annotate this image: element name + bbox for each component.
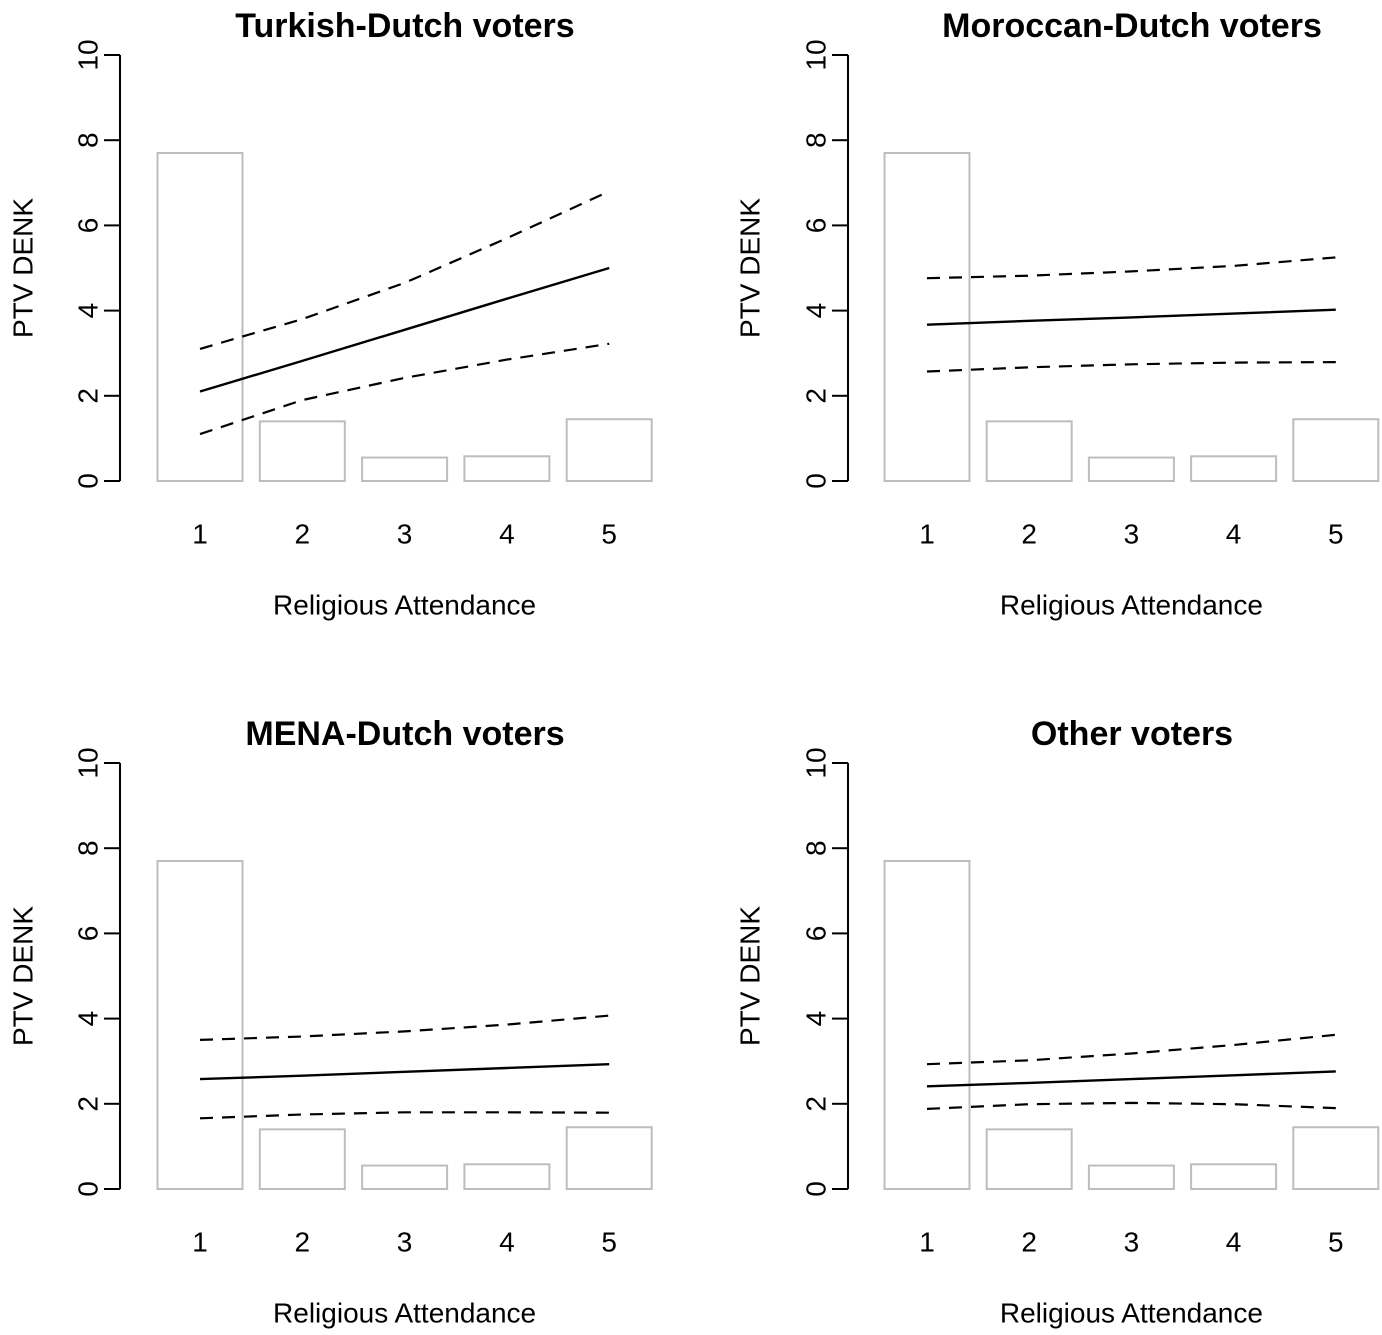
x-tick-label: 4 [1226,518,1242,549]
x-tick-label: 2 [295,1226,311,1257]
distribution-bar [1190,455,1278,482]
y-tick-label: 4 [800,1011,831,1027]
y-tick-label: 2 [72,388,103,404]
y-tick-label: 6 [72,926,103,942]
distribution-bar [1190,1163,1278,1190]
x-tick-label: 4 [1226,1226,1242,1257]
panel-title: Other voters [1031,715,1233,753]
upper-ci-line [199,1014,610,1041]
panel-title: MENA-Dutch voters [245,715,564,753]
distribution-bar [361,456,449,483]
estimate-line [926,308,1336,326]
x-axis-label: Religious Attendance [1000,1297,1263,1328]
x-tick-label: 5 [601,1226,617,1257]
y-tick-label: 4 [72,1011,103,1027]
x-tick-label: 2 [295,518,311,549]
lower-ci-line [199,1111,610,1120]
y-axis-label: PTV DENK [734,198,765,338]
x-tick-label: 3 [1124,1226,1140,1257]
x-tick-label: 5 [601,518,617,549]
distribution-bar [1087,1164,1175,1190]
lower-ci-line [926,1101,1336,1110]
x-axis-label: Religious Attendance [273,589,536,620]
y-tick-label: 10 [72,747,103,778]
y-axis-label: PTV DENK [734,906,765,1046]
y-tick-label: 10 [72,39,103,70]
y-tick-label: 0 [72,1181,103,1197]
x-tick-label: 3 [1124,518,1140,549]
distribution-bar [156,151,244,482]
panel-title: Moroccan-Dutch voters [942,7,1322,45]
panel-title: Turkish-Dutch voters [235,7,574,45]
y-tick-label: 4 [800,303,831,319]
x-tick-label: 1 [192,518,208,549]
x-tick-label: 1 [919,1226,935,1257]
y-tick-label: 0 [72,473,103,489]
x-axis-label: Religious Attendance [1000,589,1263,620]
y-axis-label: PTV DENK [7,906,38,1046]
y-tick-label: 6 [800,926,831,942]
distribution-bar [463,1163,551,1190]
lower-ci-line [199,342,610,436]
y-tick-label: 8 [800,132,831,148]
x-tick-label: 3 [397,518,413,549]
distribution-bar [258,420,346,482]
x-tick-label: 2 [1021,518,1037,549]
y-tick-label: 4 [72,303,103,319]
x-tick-label: 5 [1328,518,1344,549]
y-tick-label: 0 [800,473,831,489]
estimate-line [199,266,610,393]
distribution-bar [463,455,551,482]
x-tick-label: 2 [1021,1226,1037,1257]
x-tick-label: 1 [192,1226,208,1257]
distribution-bar [985,420,1073,482]
y-tick-label: 0 [800,1181,831,1197]
y-tick-label: 6 [72,218,103,234]
y-tick-label: 8 [72,132,103,148]
upper-ci-line [199,190,610,350]
estimate-line [926,1070,1336,1088]
x-tick-label: 1 [919,518,935,549]
distribution-bar [565,418,653,483]
distribution-bar [1292,1126,1380,1190]
x-tick-label: 5 [1328,1226,1344,1257]
distribution-bar [361,1164,449,1190]
y-tick-label: 10 [800,747,831,778]
lower-ci-line [926,361,1336,373]
distribution-bar [883,859,971,1190]
upper-ci-line [926,1033,1336,1066]
distribution-bar [565,1126,653,1190]
x-tick-label: 4 [499,518,515,549]
y-tick-label: 2 [72,1096,103,1112]
distribution-bar [156,859,244,1190]
distribution-bar [258,1128,346,1190]
y-tick-label: 8 [72,840,103,856]
distribution-bar [1087,456,1175,483]
x-tick-label: 3 [397,1226,413,1257]
upper-ci-line [926,256,1336,280]
distribution-bar [985,1128,1073,1190]
y-tick-label: 2 [800,388,831,404]
y-tick-label: 2 [800,1096,831,1112]
y-tick-label: 6 [800,218,831,234]
estimate-line [199,1063,610,1081]
distribution-bar [1292,418,1380,483]
distribution-bar [883,151,971,482]
y-axis-label: PTV DENK [7,198,38,338]
y-tick-label: 10 [800,39,831,70]
y-tick-label: 8 [800,840,831,856]
x-axis-label: Religious Attendance [273,1297,536,1328]
x-tick-label: 4 [499,1226,515,1257]
